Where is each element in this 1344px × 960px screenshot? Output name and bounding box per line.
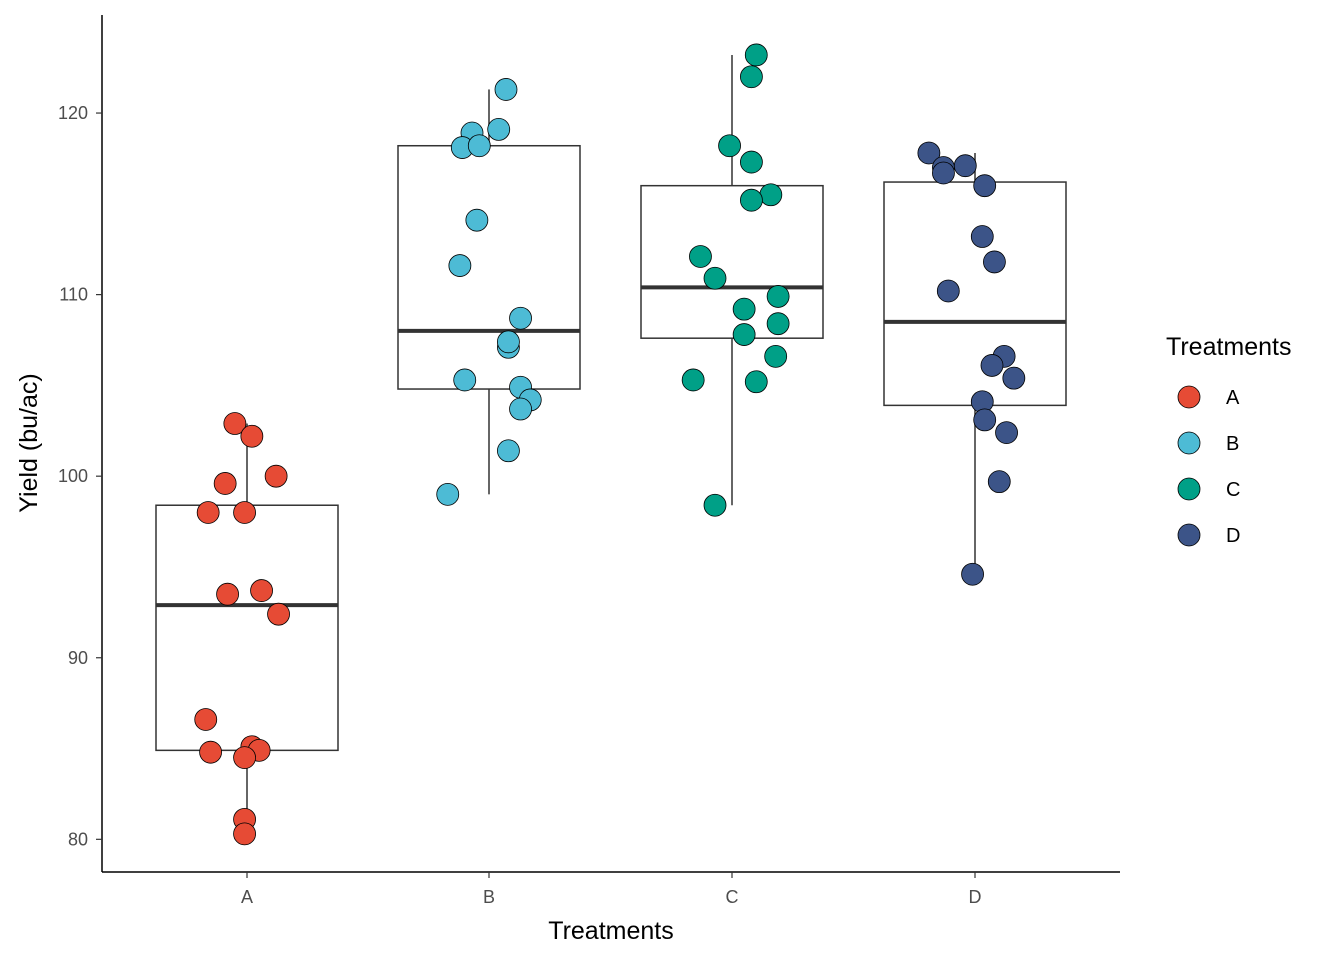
y-axis-title: Yield (bu/ac)	[15, 373, 43, 512]
point-A	[264, 464, 288, 488]
box-C	[640, 54, 824, 506]
x-tick-label: C	[726, 887, 739, 907]
point-A	[233, 822, 256, 846]
y-tick-label: 120	[58, 103, 88, 123]
box-A	[155, 423, 339, 834]
box-iqr	[640, 184, 824, 339]
point-D	[1002, 366, 1026, 390]
y-tick-label: 110	[59, 285, 88, 305]
point-A	[194, 708, 218, 731]
box-B	[397, 89, 581, 495]
legend: Treatments A B C D	[1166, 333, 1292, 547]
x-axis-title: Treatments	[548, 917, 674, 945]
x-ticks: A B C D	[241, 872, 982, 907]
point-B	[465, 208, 489, 232]
point-B	[436, 482, 460, 506]
y-tick-label: 90	[68, 648, 88, 668]
point-C	[732, 323, 756, 346]
point-A	[233, 501, 256, 524]
point-D	[961, 562, 984, 586]
legend-key	[1177, 523, 1201, 547]
box-D	[883, 152, 1067, 575]
point-C	[740, 188, 763, 212]
point-D	[983, 250, 1006, 274]
point-B	[453, 368, 477, 392]
y-tick-label: 100	[58, 466, 88, 486]
y-tick-label: 80	[68, 829, 88, 849]
x-tick-label: D	[969, 887, 982, 907]
point-D	[980, 354, 1004, 377]
legend-entry-A: A	[1177, 385, 1240, 409]
point-B	[509, 306, 532, 330]
point-B	[494, 78, 518, 101]
legend-label: C	[1226, 479, 1240, 501]
point-B	[497, 330, 520, 354]
point-D	[953, 154, 977, 178]
point-C	[689, 245, 712, 268]
legend-entry-C: C	[1177, 477, 1240, 501]
y-ticks: 80 90 100 110 120	[58, 103, 102, 849]
legend-label: D	[1226, 525, 1240, 547]
box-iqr	[883, 181, 1067, 407]
point-A	[223, 412, 247, 435]
point-C	[764, 344, 788, 368]
point-B	[448, 254, 472, 277]
box-iqr	[155, 504, 339, 752]
point-D	[936, 279, 960, 303]
point-C	[732, 297, 756, 321]
point-C	[744, 43, 768, 67]
point-A	[240, 424, 264, 448]
legend-key	[1177, 477, 1201, 501]
point-D	[970, 225, 994, 248]
point-B	[467, 134, 491, 158]
point-C	[766, 285, 790, 308]
point-A	[233, 746, 256, 770]
point-A	[216, 582, 239, 606]
point-C	[703, 493, 727, 517]
legend-title: Treatments	[1166, 333, 1292, 361]
point-A	[250, 579, 273, 602]
point-C	[718, 134, 741, 158]
point-B	[497, 439, 520, 463]
point-A	[267, 602, 290, 626]
point-C	[740, 150, 763, 174]
point-B	[487, 117, 511, 141]
legend-key	[1177, 431, 1201, 455]
point-C	[703, 266, 727, 290]
point-B	[509, 397, 532, 421]
point-D	[932, 161, 955, 185]
x-tick-label: B	[483, 887, 495, 907]
point-C	[759, 183, 783, 207]
boxes-layer	[155, 54, 1067, 834]
legend-entry-B: B	[1177, 431, 1239, 455]
point-C	[766, 312, 790, 336]
point-D	[995, 421, 1018, 445]
axes-layer	[101, 15, 1120, 873]
x-tick-label: A	[241, 887, 253, 907]
point-C	[681, 368, 705, 392]
point-D	[973, 174, 997, 198]
point-C	[744, 370, 768, 394]
legend-key	[1177, 385, 1201, 409]
point-A	[199, 740, 222, 764]
box-iqr	[397, 144, 581, 390]
legend-label: A	[1226, 387, 1240, 409]
point-D	[973, 408, 997, 432]
point-A	[196, 501, 220, 524]
legend-label: B	[1226, 433, 1239, 455]
points-layer	[194, 43, 1026, 846]
point-C	[740, 65, 763, 89]
point-A	[213, 472, 237, 495]
point-D	[987, 470, 1011, 494]
point-D	[917, 141, 941, 165]
legend-entries: A B C D	[1177, 385, 1240, 547]
legend-entry-D: D	[1177, 523, 1240, 547]
